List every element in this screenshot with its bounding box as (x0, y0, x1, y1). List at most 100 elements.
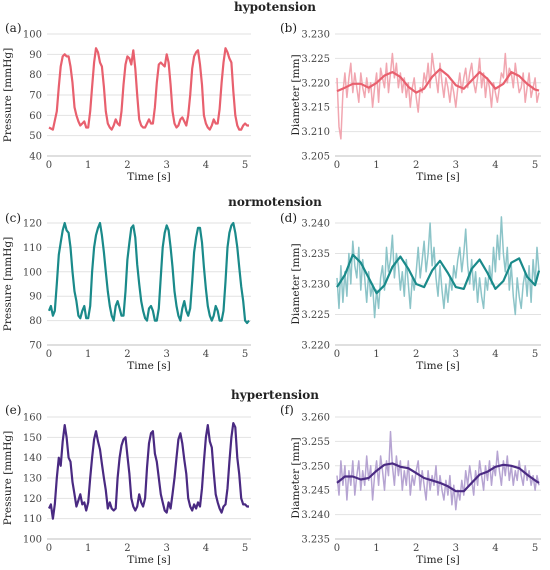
x-tick-label: 5 (532, 543, 538, 554)
x-tick-label: 3 (453, 160, 459, 171)
y-tick-label: 3.230 (301, 30, 330, 41)
y-tick-label: 110 (23, 243, 42, 254)
x-tick-label: 2 (124, 160, 130, 171)
smoothed-diameter-series-line (336, 68, 540, 94)
x-tick-label: 2 (124, 543, 130, 554)
y-tick-label: 70 (29, 341, 42, 352)
y-tick-label: 3.220 (301, 341, 330, 352)
x-tick-label: 2 (413, 349, 419, 360)
smoothed-diameter-series-line (336, 253, 541, 295)
y-tick-label: 60 (29, 111, 42, 122)
x-axis-title: Time [s] (127, 360, 170, 372)
row-title-normotension: normotension (228, 195, 322, 209)
y-tick-label: 3.210 (301, 127, 330, 138)
x-tick-label: 5 (532, 160, 538, 171)
y-tick-label: 90 (29, 292, 42, 303)
panel-label-d: (d) (280, 211, 297, 225)
row-title-hypotension: hypotension (234, 0, 316, 14)
y-tick-label: 3.205 (301, 152, 330, 163)
x-tick-label: 4 (203, 543, 209, 554)
y-tick-label: 3.240 (301, 219, 330, 230)
x-tick-label: 2 (124, 349, 130, 360)
x-tick-label: 2 (413, 543, 419, 554)
x-tick-label: 5 (242, 543, 248, 554)
x-tick-label: 3 (163, 349, 169, 360)
y-tick-label: 160 (23, 413, 42, 424)
y-tick-label: 100 (23, 30, 42, 41)
x-axis-title: Time [s] (127, 171, 170, 183)
y-tick-label: 3.220 (301, 78, 330, 89)
x-axis-title: Time [s] (127, 554, 170, 566)
y-tick-label: 3.235 (301, 535, 330, 546)
plot-c-pressure: 70 80 90 100 110 120 0 1 2 3 4 5 Time [s] Pressure [m… (2, 219, 251, 372)
x-tick-label: 5 (242, 160, 248, 171)
x-axis-title: Time [s] (416, 360, 459, 372)
x-tick-label: 2 (413, 160, 419, 171)
y-axis-title: Pressure [mmHg] (2, 237, 14, 331)
y-axis-title: Diameter [mm] (290, 54, 302, 135)
y-tick-label: 80 (29, 316, 42, 327)
y-tick-label: 3.230 (301, 280, 330, 291)
raw-diameter-series-line (336, 430, 540, 511)
x-tick-label: 1 (85, 160, 91, 171)
y-tick-label: 3.225 (301, 310, 330, 321)
x-tick-label: 3 (453, 349, 459, 360)
x-tick-label: 5 (242, 349, 248, 360)
plot-a-pressure: 40 50 60 70 80 90 100 0 1 2 3 4 5 Time [s] Pressure [m… (2, 30, 251, 183)
x-tick-label: 3 (163, 160, 169, 171)
y-tick-label: 140 (23, 453, 42, 464)
x-tick-label: 1 (85, 543, 91, 554)
plot-f-diameter: 3.235 3.240 3.245 3.250 3.255 3.260 0 1 2 3 4 5 Time… (290, 413, 541, 566)
x-tick-label: 1 (85, 349, 91, 360)
x-tick-label: 4 (203, 160, 209, 171)
y-tick-label: 3.215 (301, 103, 330, 114)
x-tick-label: 0 (334, 160, 340, 171)
raw-diameter-series-line (336, 216, 540, 319)
x-tick-label: 0 (334, 349, 340, 360)
x-tick-label: 0 (46, 349, 52, 360)
y-tick-label: 40 (29, 152, 42, 163)
panel-label-c: (c) (5, 211, 21, 225)
y-tick-label: 3.240 (301, 510, 330, 521)
y-tick-label: 110 (23, 514, 42, 525)
row-title-hypertension: hypertension (231, 388, 319, 402)
y-tick-label: 100 (23, 535, 42, 546)
x-tick-label: 0 (46, 160, 52, 171)
y-tick-label: 3.255 (301, 437, 330, 448)
y-tick-label: 3.260 (301, 413, 330, 424)
y-tick-label: 80 (29, 70, 42, 81)
y-tick-label: 120 (23, 219, 42, 230)
x-tick-label: 0 (46, 543, 52, 554)
x-tick-label: 0 (334, 543, 340, 554)
x-tick-label: 3 (453, 543, 459, 554)
x-axis-title: Time [s] (416, 171, 459, 183)
y-axis-title: Diameter [mm] (290, 243, 302, 324)
y-axis-title: Diameter [mm] (290, 437, 302, 518)
y-axis-title: Pressure [mmHg] (2, 48, 14, 142)
x-tick-label: 1 (373, 160, 379, 171)
smoothed-diameter-series-line (336, 462, 540, 493)
x-tick-label: 4 (203, 349, 209, 360)
y-tick-label: 3.245 (301, 486, 330, 497)
panel-label-e: (e) (5, 403, 21, 417)
panel-label-f: (f) (280, 403, 294, 417)
y-tick-label: 150 (23, 433, 42, 444)
raw-diameter-series-line (336, 52, 540, 140)
y-tick-label: 3.250 (301, 461, 330, 472)
pressure-series-line (47, 221, 250, 325)
y-axis-title: Pressure [mmHg] (2, 431, 14, 525)
y-tick-label: 3.235 (301, 249, 330, 260)
x-tick-label: 5 (532, 349, 538, 360)
x-axis-title: Time [s] (416, 554, 459, 566)
y-tick-label: 3.225 (301, 54, 330, 65)
x-tick-label: 4 (492, 160, 498, 171)
plot-d-diameter: 3.220 3.225 3.230 3.235 3.240 0 1 2 3 4 5 Time [s] D… (290, 216, 541, 372)
x-tick-label: 1 (373, 349, 379, 360)
x-tick-label: 3 (163, 543, 169, 554)
panel-label-a: (a) (5, 21, 22, 35)
pressure-series-line (48, 47, 249, 131)
x-tick-label: 4 (492, 349, 498, 360)
y-tick-label: 120 (23, 494, 42, 505)
y-tick-label: 90 (29, 50, 42, 61)
